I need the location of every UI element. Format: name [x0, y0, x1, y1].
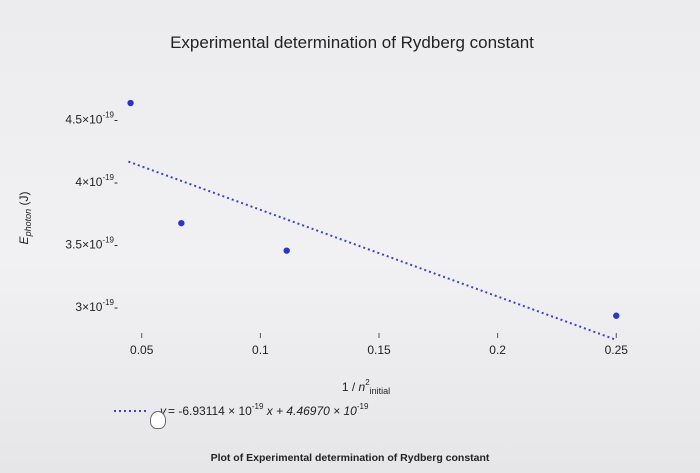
fit-eq-lhs: y — [159, 404, 167, 418]
y-axis-label-e: E — [17, 235, 31, 244]
svg-text:Ephoton (J): Ephoton (J) — [17, 192, 33, 245]
data-point — [613, 312, 620, 319]
fit-eq-exp2: -19 — [357, 402, 369, 411]
y-tick-label: 4×10-19- — [75, 173, 118, 189]
fit-eq-exp1: -19 — [252, 402, 264, 411]
x-tick-label: 0.05 — [130, 343, 154, 357]
y-tick-label: 3×10-19- — [75, 298, 118, 314]
data-point — [127, 99, 134, 107]
data-point — [178, 219, 185, 227]
x-axis-label: 1 / n2initial — [342, 378, 390, 396]
fit-eq-x: x + 4.46970 × 10 — [263, 404, 357, 418]
fit-line — [128, 160, 617, 341]
data-points — [127, 99, 620, 319]
y-axis-ticks: 4.5×10-19- 4×10-19- 3.5×10-19- 3×10-19- — [65, 110, 118, 314]
y-tick-label: 4.5×10-19- — [65, 110, 118, 126]
chart-title: Experimental determination of Rydberg co… — [170, 33, 534, 52]
fit-eq-coef1: = -6.93114 × 10 — [168, 404, 252, 418]
x-tick-label: 0.25 — [605, 343, 629, 357]
figure-caption: Plot of Experimental determination of Ry… — [210, 452, 490, 464]
x-tick-label: 0.2 — [489, 343, 506, 357]
fit-line-layer — [128, 160, 617, 341]
x-tick-label: 0.1 — [252, 343, 269, 357]
data-point — [283, 247, 290, 254]
y-tick-label: 3.5×10-19- — [65, 235, 118, 251]
x-axis-ticks: 0.05 0.1 0.15 0.2 0.25 — [130, 333, 628, 357]
hand-cursor-icon — [150, 411, 166, 429]
fit-legend: y = -6.93114 × 10-19 x + 4.46970 × 10-19 — [114, 402, 369, 418]
x-tick-label: 0.15 — [367, 343, 391, 357]
svg-text:y= -6.93114 × 10-19 x + 4.469: y = -6.93114 × 10-19 x + 4.46970 × 10-19 — [159, 402, 369, 418]
y-axis-label: Ephoton (J) — [17, 192, 33, 245]
svg-text:1 / n2initial: 1 / n2initial — [342, 378, 390, 396]
